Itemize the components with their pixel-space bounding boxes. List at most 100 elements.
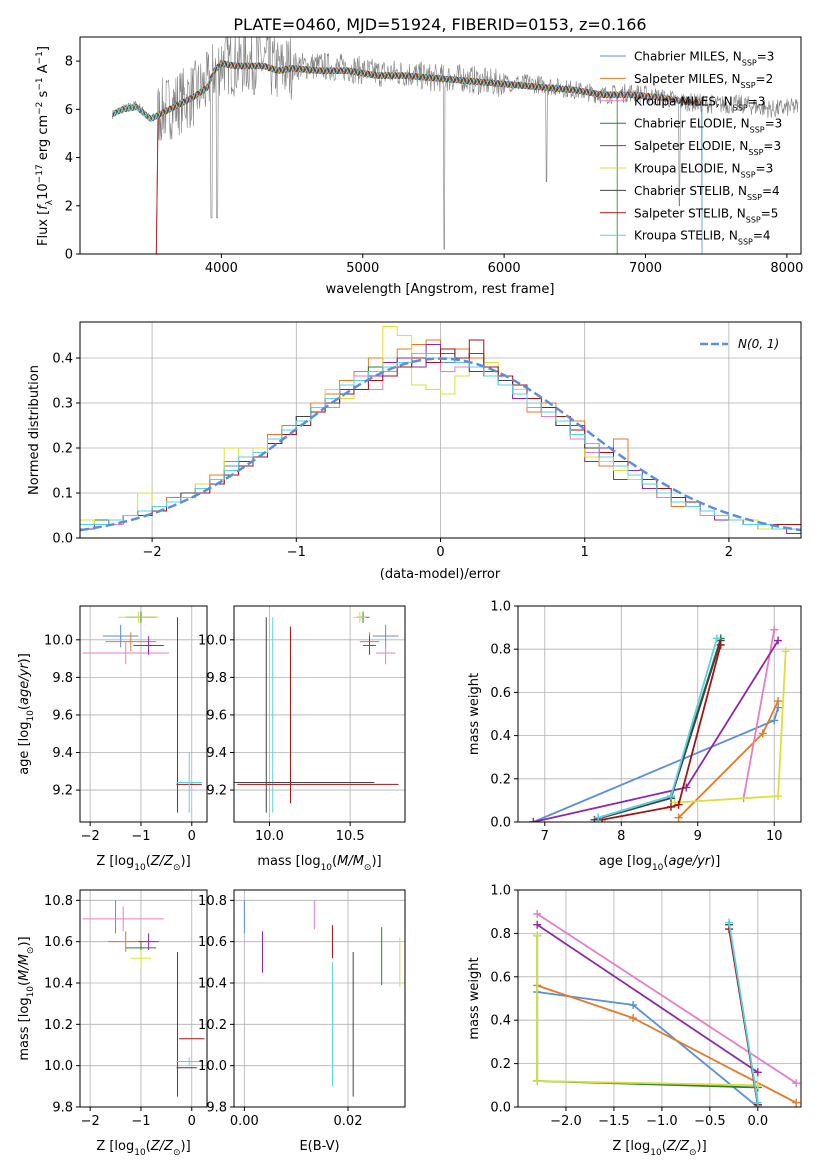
- mass-weight-vs-Z-panel: −2.0 −1.5 −1.0 −0.5 0.0 0.0 0.2 0.4 0.6 0.8 1.0 Z […: [467, 884, 802, 1158]
- weight-line: [594, 640, 722, 821]
- x-tick-label: −2: [81, 829, 100, 844]
- y-tick-label: 0.4: [490, 1014, 511, 1029]
- y-tick-label: 9.4: [206, 746, 227, 761]
- x-tick-label: −2: [81, 1114, 100, 1129]
- x-axis-label: Z [log10(Z/Z⊙)]: [612, 1139, 706, 1158]
- spectrum-plot-area: [112, 37, 799, 254]
- errorbar-salpeter-elodie: [363, 636, 376, 655]
- legend-entry-salpeter-elodie: Salpeter ELODIE, NSSP=3: [634, 139, 781, 157]
- legend-entry-salpeter-miles: Salpeter MILES, NSSP=2: [634, 72, 773, 90]
- y-tick-label: 0: [65, 248, 73, 263]
- y-tick-label: 10.4: [44, 977, 73, 992]
- mass-vs-Z-plot-area: [82, 900, 205, 1097]
- mass-vs-EBV-frame: [233, 889, 406, 1108]
- y-tick-label: 1.0: [490, 884, 511, 899]
- y-axis-label: Normed distribution: [27, 365, 42, 495]
- y-tick-label: 8: [65, 55, 73, 70]
- y-tick-label: 10.6: [198, 935, 227, 950]
- x-tick-label: 6000: [488, 261, 521, 276]
- y-axis-label: Flux [fλ10−17 erg cm−2 s−1 A−1]: [35, 46, 55, 246]
- figure-title: PLATE=0460, MJD=51924, FIBERID=0153, z=0…: [233, 15, 646, 34]
- weight-series-salpeter-stelib: [598, 640, 725, 822]
- y-tick-label: 1.0: [490, 600, 511, 615]
- weight-series-kroupa-stelib: [594, 634, 721, 822]
- x-tick-label: −2.0: [550, 1114, 582, 1129]
- weight-line: [533, 640, 779, 822]
- y-tick-label: 6: [65, 103, 73, 118]
- y-tick-label: 0.0: [52, 532, 73, 547]
- y-tick-label: 10.6: [44, 935, 73, 950]
- mass-weight-vs-Z-frame: [517, 889, 802, 1108]
- x-axis-label: age [log10(age/yr)]: [599, 854, 721, 873]
- weight-marker: [725, 918, 734, 927]
- weight-marker: [770, 625, 779, 634]
- weight-marker: [533, 909, 542, 918]
- age-vs-Z-panel: −2 −1 0 9.2 9.4 9.6 9.8 10.0 Z [log10(Z/Z⊙)] age …: [17, 605, 208, 873]
- legend-entry-chabrier-elodie: Chabrier ELODIE, NSSP=3: [634, 117, 782, 135]
- weight-marker: [792, 1098, 801, 1107]
- weight-series-chabrier-miles: [529, 703, 783, 822]
- weight-line: [536, 913, 797, 1084]
- x-tick-label: −0.5: [694, 1114, 726, 1129]
- mass-weight-vs-age-plot-area: [529, 625, 790, 822]
- legend-entry-kroupa-elodie: Kroupa ELODIE, NSSP=3: [634, 162, 773, 180]
- age-vs-mass-panel: 10.0 10.5 9.2 9.4 9.6 9.8 10.0 mass [log10(M/M⊙…: [198, 605, 406, 873]
- x-tick-label: 10.0: [255, 829, 284, 844]
- y-axis-label: mass weight: [467, 673, 482, 755]
- y-tick-label: 4: [65, 151, 73, 166]
- errorbar-kroupa-miles: [375, 641, 396, 665]
- errorbar-kroupa-elodie: [353, 611, 367, 623]
- x-axis-label: E(B-V): [299, 1139, 339, 1154]
- model-salpeter-stelib: [155, 60, 703, 254]
- weight-series-kroupa-elodie: [533, 931, 762, 1090]
- y-tick-label: 10.8: [198, 894, 227, 909]
- weight-marker: [629, 1001, 638, 1010]
- y-tick-label: 9.6: [52, 708, 73, 723]
- weight-series-kroupa-miles: [533, 909, 801, 1088]
- x-tick-label: 7000: [629, 261, 662, 276]
- mass-weight-vs-age-frame: [517, 605, 802, 823]
- weight-line: [536, 935, 758, 1087]
- y-tick-label: 9.8: [52, 1101, 73, 1116]
- errorbar-kroupa-stelib: [176, 752, 202, 813]
- weight-marker: [792, 1079, 801, 1088]
- x-axis-label: Z [log10(Z/Z⊙)]: [96, 854, 190, 873]
- weight-marker: [666, 792, 675, 801]
- x-tick-label: −1.0: [646, 1114, 678, 1129]
- mass-vs-Z-frame: [79, 889, 208, 1108]
- y-tick-label: 2: [65, 199, 73, 214]
- age-vs-Z-plot-area: [82, 611, 202, 813]
- weight-marker: [529, 818, 538, 822]
- x-tick-label: 0.02: [334, 1114, 363, 1129]
- mass-vs-Z-panel: −2 −1 0 9.8 10.0 10.2 10.4 10.6 10.8 Z [log10(Z/Z…: [17, 889, 208, 1158]
- x-tick-label: 0.0: [747, 1114, 768, 1129]
- y-tick-label: 10.8: [44, 894, 73, 909]
- y-tick-label: 0.8: [490, 643, 511, 658]
- x-tick-label: 10: [766, 829, 783, 844]
- y-tick-label: 0.8: [490, 927, 511, 942]
- weight-marker: [674, 813, 683, 822]
- weight-series-chabrier-miles: [533, 987, 762, 1107]
- spectrum-legend: Chabrier MILES, NSSP=3 Salpeter MILES, NS…: [600, 50, 782, 247]
- weight-marker: [774, 697, 783, 706]
- errorbar-kroupa-miles: [82, 641, 169, 665]
- y-tick-label: 10.0: [44, 633, 73, 648]
- y-axis-label: age [log10(age/yr)]: [17, 653, 36, 775]
- weight-line: [598, 638, 722, 819]
- legend-entry-kroupa-stelib: Kroupa STELIB, NSSP=4: [634, 229, 771, 247]
- x-tick-label: 0.00: [230, 1114, 259, 1129]
- model-salpeter-miles: [155, 60, 703, 254]
- weight-marker: [712, 634, 721, 643]
- x-tick-label: −1: [131, 829, 150, 844]
- y-tick-label: 9.8: [52, 671, 73, 686]
- age-vs-Z-frame: [79, 605, 208, 823]
- y-tick-label: 0.2: [490, 1057, 511, 1072]
- x-tick-label: 0: [188, 829, 196, 844]
- normal-curve: [80, 357, 801, 532]
- y-tick-label: 10.0: [198, 633, 227, 648]
- x-tick-label: 8: [617, 829, 625, 844]
- weight-line: [536, 923, 759, 1074]
- residuals-plot-area: [80, 326, 801, 534]
- mass-vs-EBV-plot-area: [243, 900, 401, 1097]
- spectrum-frame: [79, 36, 802, 255]
